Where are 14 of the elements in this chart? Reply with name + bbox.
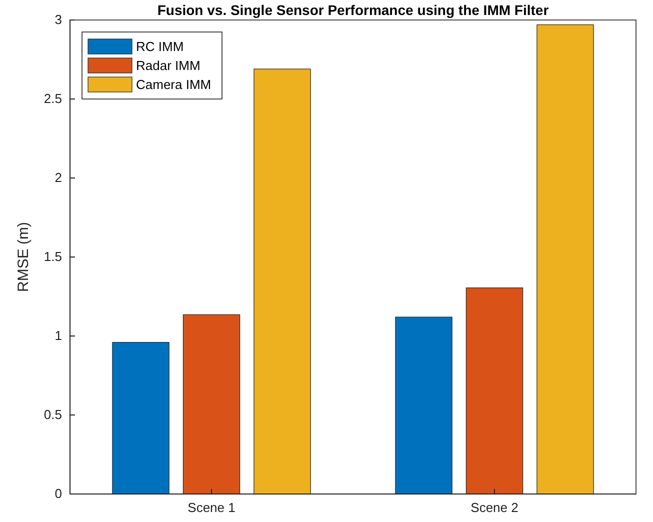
y-tick-label: 3 — [54, 12, 62, 28]
legend-label: Radar IMM — [136, 58, 200, 73]
y-tick-label: 1.5 — [44, 249, 62, 264]
x-tick-label: Scene 2 — [470, 500, 518, 516]
y-tick-label: 0 — [54, 486, 62, 502]
legend-label: RC IMM — [136, 39, 184, 54]
legend-label: Camera IMM — [136, 77, 212, 92]
y-tick-label: 1 — [54, 328, 62, 344]
x-tick-label: Scene 1 — [188, 500, 236, 516]
y-tick-label: 2.5 — [44, 91, 62, 106]
y-tick-label: 0.5 — [44, 407, 62, 422]
chart-title: Fusion vs. Single Sensor Performance using the IMM Filter — [157, 2, 550, 18]
y-tick-label: 2 — [54, 170, 62, 186]
y-axis-title: RMSE (m) — [15, 222, 32, 292]
